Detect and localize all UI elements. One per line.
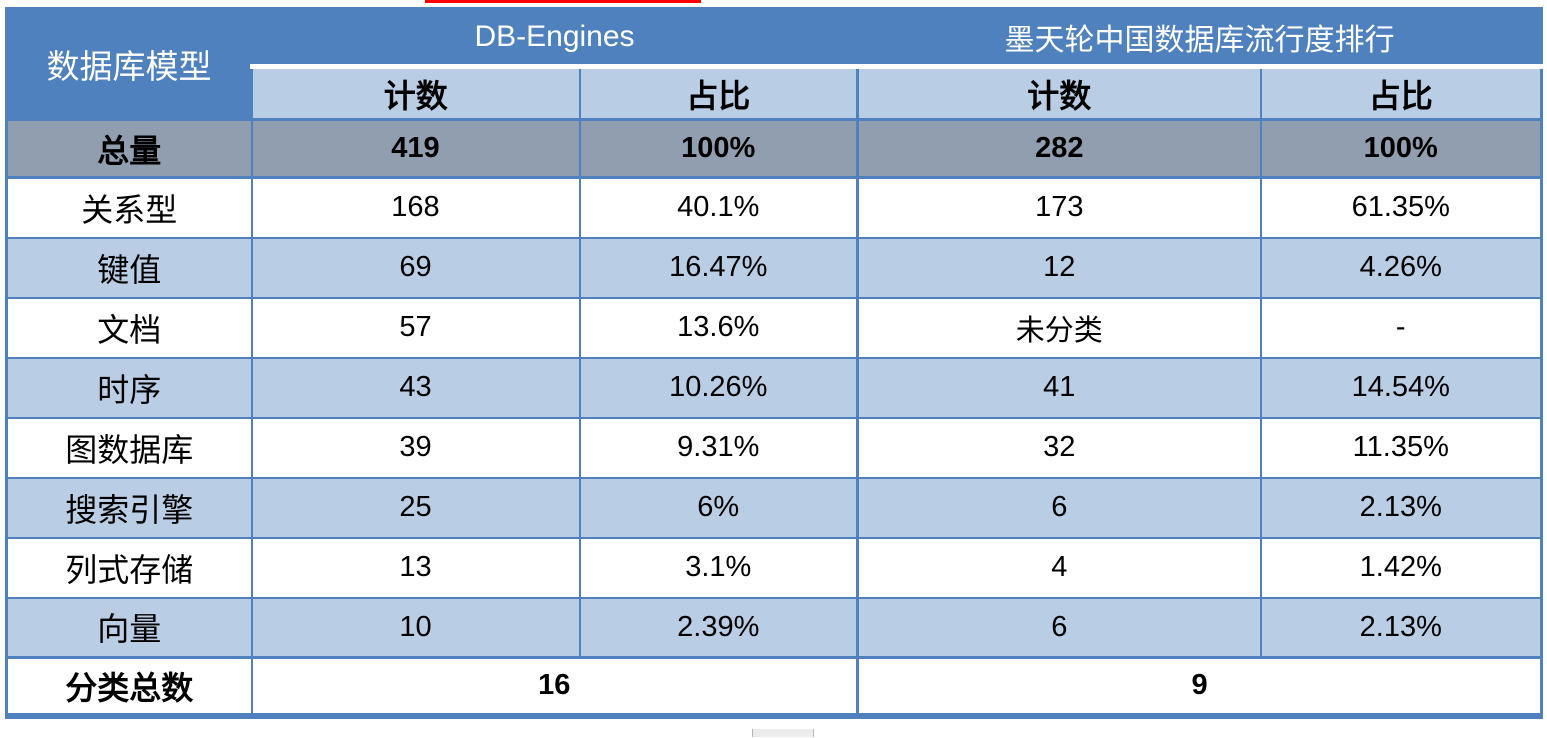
row-label: 总量 bbox=[5, 118, 253, 179]
cell-value: 61.35% bbox=[1259, 176, 1543, 239]
cell-value: - bbox=[1259, 296, 1543, 359]
comparison-table: 数据库模型 DB-Engines 墨天轮中国数据库流行度排行 计数 占比 计数 … bbox=[5, 7, 1544, 719]
table-row-search-engine: 搜索引擎 25 6% 6 2.13% bbox=[5, 476, 1543, 539]
row-label: 图数据库 bbox=[5, 416, 253, 479]
row-label: 时序 bbox=[5, 356, 253, 419]
table-row-graph: 图数据库 39 9.31% 32 11.35% bbox=[5, 416, 1543, 479]
cell-value: 10 bbox=[250, 596, 581, 659]
cell-value: 40.1% bbox=[578, 176, 859, 239]
row-label: 关系型 bbox=[5, 176, 253, 239]
cropped-red-underline-artifact bbox=[425, 0, 701, 3]
cell-value: 10.26% bbox=[578, 356, 859, 419]
cell-value: 43 bbox=[250, 356, 581, 419]
row-label: 文档 bbox=[5, 296, 253, 359]
table-row-wide-column: 列式存储 13 3.1% 4 1.42% bbox=[5, 536, 1543, 599]
group-header-db-engines: DB-Engines bbox=[251, 7, 858, 69]
cell-value: 282 bbox=[856, 118, 1262, 179]
cell-value: 69 bbox=[250, 236, 581, 299]
database-model-comparison-table: 数据库模型 DB-Engines 墨天轮中国数据库流行度排行 计数 占比 计数 … bbox=[5, 7, 1544, 719]
cell-value: 11.35% bbox=[1259, 416, 1543, 479]
table-row-category-total: 分类总数 16 9 bbox=[5, 656, 1543, 717]
cell-value: 4.26% bbox=[1259, 236, 1543, 299]
cell-category-count-modb: 9 bbox=[856, 656, 1543, 717]
cell-value: 12 bbox=[856, 236, 1262, 299]
cell-value: 3.1% bbox=[578, 536, 859, 599]
cell-value: 13 bbox=[250, 536, 581, 599]
group-header-row: 数据库模型 DB-Engines 墨天轮中国数据库流行度排行 bbox=[5, 7, 1542, 121]
cell-value: 6% bbox=[578, 476, 859, 539]
group-header-modb-ranking: 墨天轮中国数据库流行度排行 bbox=[856, 7, 1542, 69]
scrollbar-thumb[interactable] bbox=[752, 729, 814, 737]
cell-value: 25 bbox=[250, 476, 581, 539]
row-label: 向量 bbox=[5, 596, 253, 659]
cell-value: 9.31% bbox=[578, 416, 859, 479]
cell-value: 39 bbox=[250, 416, 581, 479]
cell-value: 32 bbox=[856, 416, 1262, 479]
table-row-total: 总量 419 100% 282 100% bbox=[5, 118, 1543, 179]
table-row-vector: 向量 10 2.39% 6 2.13% bbox=[5, 596, 1543, 659]
cell-value: 13.6% bbox=[578, 296, 859, 359]
row-label: 列式存储 bbox=[5, 536, 253, 599]
cell-value: 57 bbox=[250, 296, 581, 359]
cell-value: 16.47% bbox=[578, 236, 859, 299]
cell-value: 173 bbox=[856, 176, 1262, 239]
subheader-count-modb: 计数 bbox=[856, 65, 1262, 121]
cell-value: 4 bbox=[856, 536, 1262, 599]
cell-value: 14.54% bbox=[1259, 356, 1543, 419]
cell-value: 2.13% bbox=[1259, 596, 1543, 659]
cell-value: 41 bbox=[856, 356, 1262, 419]
cell-value: 168 bbox=[250, 176, 581, 239]
subheader-share-modb: 占比 bbox=[1259, 65, 1543, 121]
cell-value: 未分类 bbox=[856, 296, 1262, 359]
cell-value: 6 bbox=[856, 476, 1262, 539]
corner-header-database-model: 数据库模型 bbox=[5, 7, 253, 121]
sub-header-row: 计数 占比 计数 占比 bbox=[7, 65, 1543, 121]
row-label: 搜索引擎 bbox=[5, 476, 253, 539]
table-row-relational: 关系型 168 40.1% 173 61.35% bbox=[5, 176, 1543, 239]
cell-category-count-db-engines: 16 bbox=[250, 656, 859, 717]
cell-value: 419 bbox=[250, 118, 581, 179]
cell-value: 100% bbox=[578, 118, 859, 179]
table-row-document: 文档 57 13.6% 未分类 - bbox=[5, 296, 1543, 359]
cell-value: 6 bbox=[856, 596, 1262, 659]
row-label: 键值 bbox=[5, 236, 253, 299]
cell-value: 2.39% bbox=[578, 596, 859, 659]
subheader-share-db-engines: 占比 bbox=[578, 65, 859, 121]
cell-value: 100% bbox=[1259, 118, 1543, 179]
table-row-key-value: 键值 69 16.47% 12 4.26% bbox=[5, 236, 1543, 299]
row-label: 分类总数 bbox=[5, 656, 253, 717]
subheader-count-db-engines: 计数 bbox=[250, 65, 581, 121]
cell-value: 2.13% bbox=[1259, 476, 1543, 539]
cell-value: 1.42% bbox=[1259, 536, 1543, 599]
table-row-time-series: 时序 43 10.26% 41 14.54% bbox=[5, 356, 1543, 419]
